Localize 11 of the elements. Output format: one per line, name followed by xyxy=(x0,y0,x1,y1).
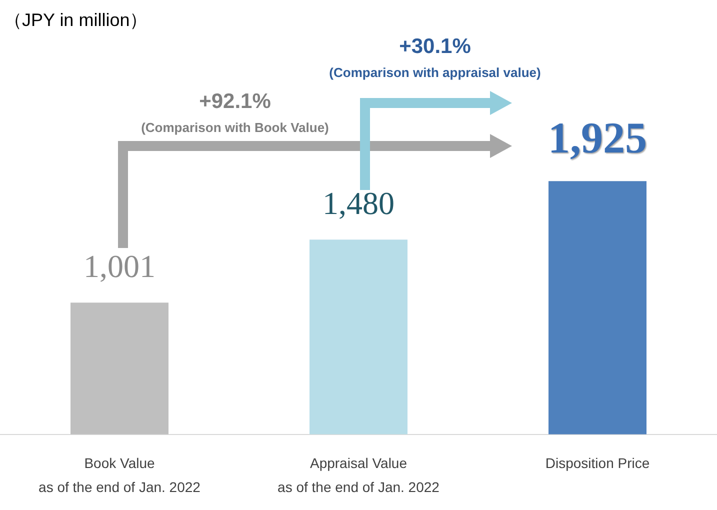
text: （JPY in million） xyxy=(4,9,148,32)
text: +92.1% xyxy=(198,90,272,114)
text: (Comparison with Book Value) xyxy=(140,120,330,135)
x-tick-label: Disposition Price xyxy=(545,455,650,472)
data-label: 1,001 xyxy=(84,248,156,284)
x-tick-label: Appraisal Value as of the end of Jan. 2022 xyxy=(278,455,440,495)
x-tick-label: Book Value as of the end of Jan. 2022 xyxy=(38,455,201,495)
data-label: 1,480 xyxy=(322,185,394,222)
data-label: 1,925 xyxy=(548,113,647,162)
text: +30.1% xyxy=(398,35,472,59)
text: (Comparison with appraisal value) xyxy=(328,65,542,80)
